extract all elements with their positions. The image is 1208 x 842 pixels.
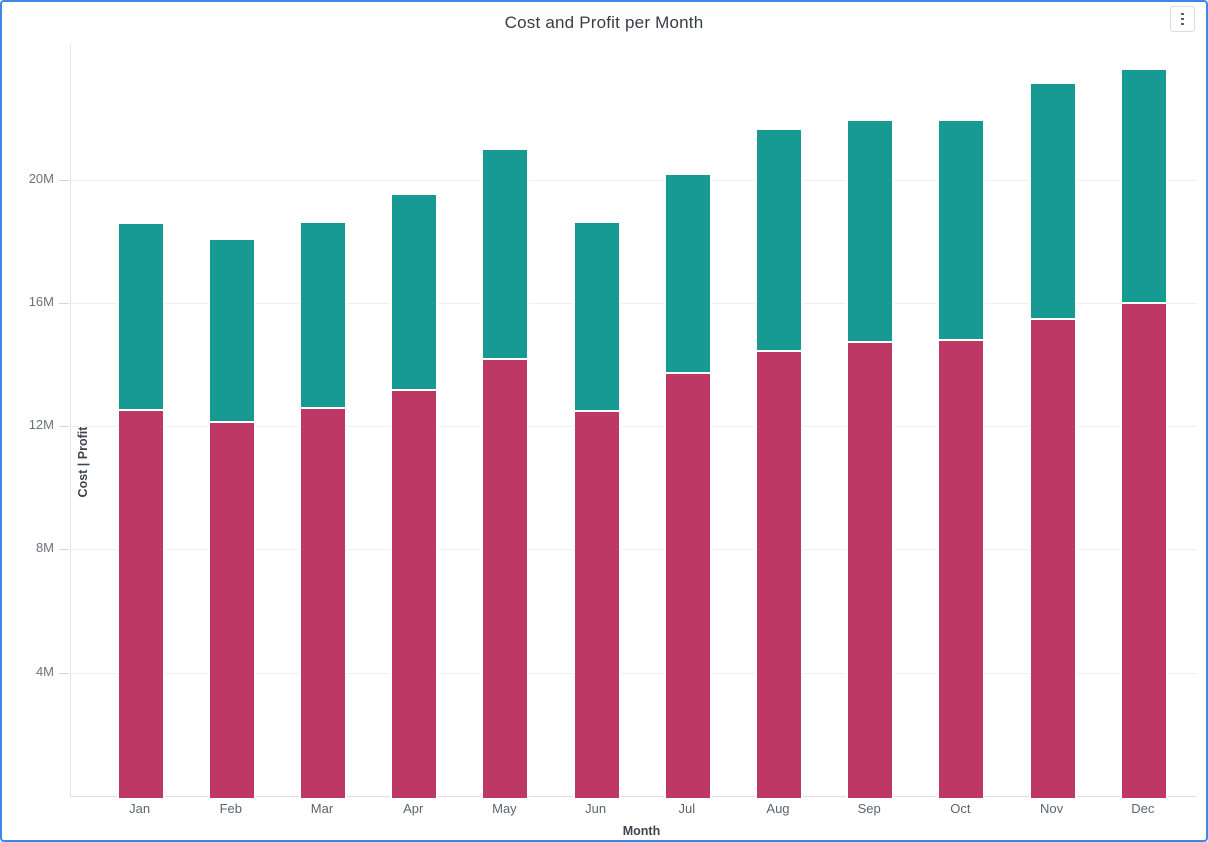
bar-may[interactable] (481, 148, 530, 800)
bar-segment-profit[interactable] (574, 222, 619, 413)
bar-segment-profit[interactable] (301, 222, 345, 410)
gridline (71, 672, 1197, 674)
y-axis-tick (59, 549, 69, 551)
bar-segment-cost[interactable] (848, 342, 893, 798)
x-tick-label: Oct (950, 801, 971, 816)
bar-jan[interactable] (116, 222, 165, 800)
y-axis-tick (59, 672, 69, 674)
x-tick-label: Mar (310, 801, 334, 816)
x-tick-label: Dec (1131, 801, 1155, 816)
x-tick-label: Jan (129, 801, 151, 816)
bar-segment-cost[interactable] (301, 409, 345, 798)
bar-nov[interactable] (1028, 82, 1077, 800)
bar-segment-profit[interactable] (665, 174, 710, 374)
x-tick-label: Jun (585, 801, 607, 816)
bar-segment-cost[interactable] (1030, 319, 1075, 798)
bar-segment-cost[interactable] (757, 352, 801, 798)
bar-segment-profit[interactable] (848, 121, 893, 343)
bar-segment-cost[interactable] (1121, 304, 1166, 798)
y-axis-title: Cost | Profit (76, 426, 90, 498)
bar-segment-profit[interactable] (939, 121, 984, 342)
bar-segment-cost[interactable] (939, 341, 984, 798)
bar-segment-profit[interactable] (1121, 70, 1166, 305)
x-tick-label: Apr (403, 801, 424, 816)
bar-segment-cost[interactable] (483, 359, 528, 798)
bar-segment-cost[interactable] (118, 410, 163, 798)
y-axis-tick (59, 302, 69, 304)
bar-segment-cost[interactable] (392, 390, 437, 798)
bar-segment-profit[interactable] (392, 195, 437, 391)
gridline (71, 426, 1197, 428)
bar-aug[interactable] (755, 128, 803, 800)
bar-jun[interactable] (572, 220, 621, 801)
x-tick-label: Jul (678, 801, 696, 816)
x-tick-label: Sep (857, 801, 881, 816)
options-menu-button[interactable] (1170, 6, 1195, 32)
bar-segment-profit[interactable] (483, 150, 528, 360)
bar-segment-profit[interactable] (1030, 84, 1075, 320)
y-axis-tick (59, 179, 69, 181)
x-tick-label: Feb (219, 801, 242, 816)
x-axis-title: Month (622, 824, 661, 838)
y-tick-label: 8M (35, 540, 54, 556)
bar-jul[interactable] (663, 172, 712, 801)
plot-area: Cost | Profit (70, 44, 1197, 801)
bar-feb[interactable] (207, 237, 256, 801)
bar-sep[interactable] (846, 119, 895, 800)
gridline (71, 179, 1197, 181)
bar-segment-profit[interactable] (209, 239, 254, 424)
gridline (71, 302, 1197, 304)
bar-segment-profit[interactable] (118, 224, 163, 411)
bar-segment-cost[interactable] (209, 423, 254, 798)
x-tick-label: May (492, 801, 517, 816)
bar-dec[interactable] (1119, 68, 1168, 800)
y-tick-label: 4M (35, 663, 54, 679)
y-tick-label: 16M (28, 293, 54, 309)
gridline (71, 549, 1197, 551)
bar-segment-profit[interactable] (757, 130, 801, 353)
bar-mar[interactable] (299, 220, 347, 801)
bar-apr[interactable] (390, 193, 439, 800)
bar-segment-cost[interactable] (574, 412, 619, 798)
y-tick-label: 20M (28, 170, 54, 186)
bar-segment-cost[interactable] (665, 373, 710, 798)
y-axis-tick (59, 426, 69, 428)
chart-title: Cost and Profit per Month (504, 13, 704, 32)
x-tick-label: Nov (1040, 801, 1064, 816)
bar-oct[interactable] (937, 119, 986, 800)
y-tick-label: 12M (28, 417, 54, 433)
x-tick-label: Aug (766, 801, 790, 816)
